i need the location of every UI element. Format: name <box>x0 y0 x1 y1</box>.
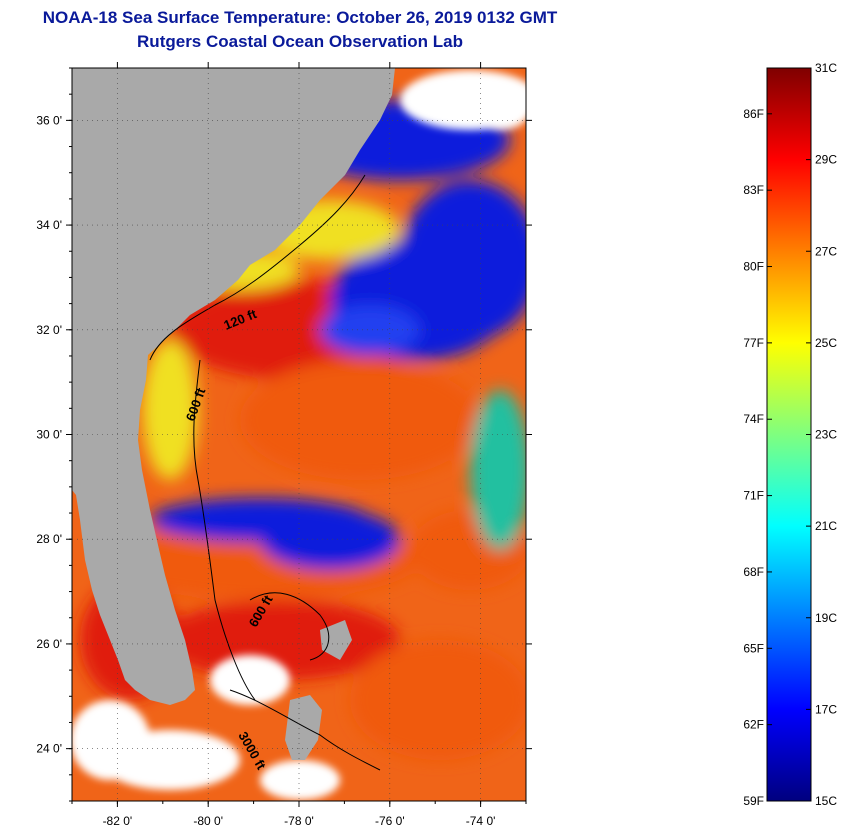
celsius-label: 29C <box>815 153 837 167</box>
lat-tick-label: 30 0' <box>36 428 62 442</box>
map-axes: -82 0' -80 0' -78 0' -76 0' -74 0' 24 0' 26 0'… <box>36 62 532 828</box>
celsius-label: 21C <box>815 519 837 533</box>
fahrenheit-label: 86F <box>743 107 764 121</box>
sst-map: 120 ft 600 ft 600 ft 3000 ft <box>72 68 526 801</box>
lat-tick-label: 32 0' <box>36 323 62 337</box>
lon-tick-label: -76 0' <box>375 814 405 828</box>
fahrenheit-label: 68F <box>743 565 764 579</box>
colorbar-ticks: 15C 17C 19C 21C 23C 25C 27C 29C 31C 59F 62F 65F 68F 7… <box>743 61 837 808</box>
sst-patch <box>240 360 480 480</box>
celsius-label: 15C <box>815 794 837 808</box>
colorbar <box>766 67 812 802</box>
fahrenheit-label: 77F <box>743 336 764 350</box>
sst-patch <box>400 180 526 340</box>
fahrenheit-label: 74F <box>743 412 764 426</box>
lat-tick-label: 34 0' <box>36 218 62 232</box>
lat-tick-label: 28 0' <box>36 532 62 546</box>
celsius-label: 19C <box>815 611 837 625</box>
cuba-land <box>285 695 322 760</box>
map-title: NOAA-18 Sea Surface Temperature: October… <box>42 8 558 27</box>
sst-patch <box>142 340 198 480</box>
cloud-patch <box>72 700 150 780</box>
lon-tick-label: -78 0' <box>284 814 314 828</box>
map-subtitle: Rutgers Coastal Ocean Observation Lab <box>137 32 463 51</box>
celsius-label: 17C <box>815 702 837 716</box>
lat-tick-label: 26 0' <box>36 637 62 651</box>
lon-tick-label: -82 0' <box>103 814 133 828</box>
fahrenheit-label: 62F <box>743 718 764 732</box>
lat-tick-label: 24 0' <box>36 742 62 756</box>
cloud-patch <box>210 655 290 705</box>
fahrenheit-label: 80F <box>743 260 764 274</box>
cloud-patch <box>470 90 526 130</box>
fahrenheit-label: 83F <box>743 183 764 197</box>
celsius-label: 23C <box>815 428 837 442</box>
lon-tick-label: -80 0' <box>193 814 223 828</box>
lon-tick-label: -74 0' <box>466 814 496 828</box>
celsius-label: 31C <box>815 61 837 75</box>
cloud-mask <box>72 70 526 800</box>
sst-patch <box>350 640 526 760</box>
celsius-label: 27C <box>815 244 837 258</box>
sst-patch <box>470 390 526 550</box>
bathymetry-contours <box>149 174 381 771</box>
celsius-label: 25C <box>815 336 837 350</box>
sst-patch <box>320 305 420 355</box>
sst-patch <box>260 510 400 570</box>
fahrenheit-label: 59F <box>743 794 764 808</box>
land-mass <box>72 68 395 705</box>
fahrenheit-label: 65F <box>743 641 764 655</box>
lat-tick-label: 36 0' <box>36 113 62 127</box>
fahrenheit-label: 71F <box>743 489 764 503</box>
cloud-patch <box>260 760 340 800</box>
graticule <box>72 68 526 801</box>
